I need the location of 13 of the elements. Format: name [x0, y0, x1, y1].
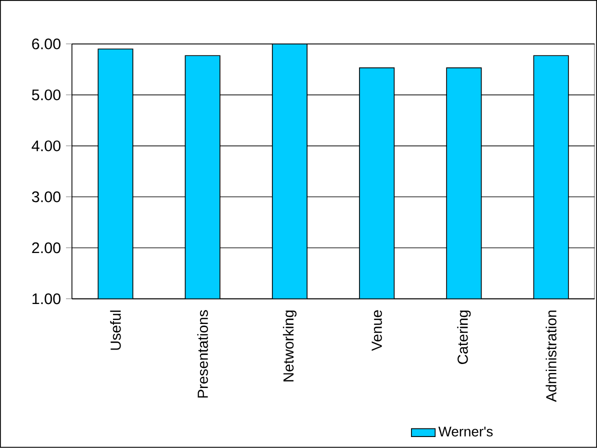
x-tick-label: Useful — [110, 310, 121, 350]
x-tick-label: Presentations — [197, 310, 208, 398]
x-tick-label: Administration — [546, 310, 556, 402]
y-tick-label: 6.00 — [32, 38, 60, 50]
y-tick-label: 1.00 — [32, 294, 60, 304]
y-tick-label: 3.00 — [32, 192, 60, 202]
y-tick-label: 2.00 — [32, 242, 60, 254]
x-tick-label: Networking — [282, 310, 297, 382]
x-tick-label: Venue — [372, 310, 382, 352]
legend-label: Werner's — [438, 426, 493, 437]
y-tick-label: 4.00 — [32, 140, 60, 152]
x-tick-label: Catering — [457, 310, 471, 364]
y-tick-label: 5.00 — [32, 90, 60, 100]
